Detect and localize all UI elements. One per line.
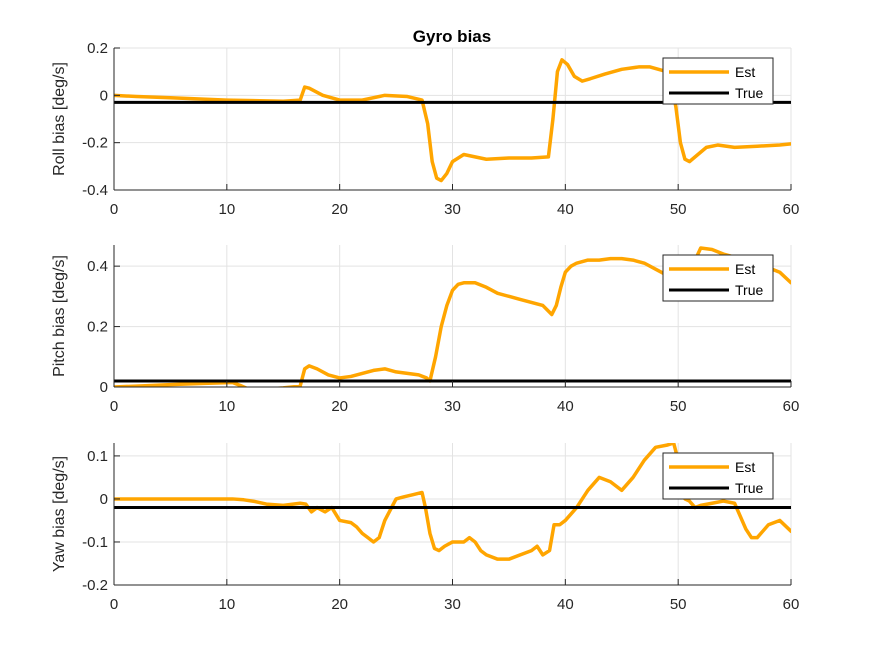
pitch-legend-box <box>662 254 774 302</box>
pitch-x-tick-label: 60 <box>783 398 800 415</box>
yaw-subplot: 0 10 20 30 40 50 60 -0.2 -0.1 0 0.1 Yaw bias [deg/s… <box>51 443 799 613</box>
roll-x-tick-label: 40 <box>557 201 574 218</box>
pitch-x-tick-label: 30 <box>444 398 461 415</box>
yaw-y-tick-label: -0.2 <box>82 577 108 594</box>
yaw-x-tick-label: 40 <box>557 596 574 613</box>
roll-series-est-line <box>114 58 791 183</box>
yaw-x-tick-label: 20 <box>331 596 348 613</box>
roll-x-tick-label: 60 <box>783 201 800 218</box>
roll-x-tick-label: 0 <box>110 201 118 218</box>
pitch-x-tick-label: 20 <box>331 398 348 415</box>
roll-legend: Est True <box>662 57 774 105</box>
yaw-legend-box <box>662 452 774 500</box>
pitch-subplot: 0 10 20 30 40 50 60 0 0.2 0.4 Pitch bias [deg/s] Es… <box>51 245 799 415</box>
yaw-legend: Est True <box>662 452 774 500</box>
pitch-x-tick-label: 40 <box>557 398 574 415</box>
yaw-x-tick-label: 30 <box>444 596 461 613</box>
pitch-y-tick-label: 0.4 <box>87 258 108 275</box>
pitch-legend: Est True <box>662 254 774 302</box>
roll-x-tick-label: 30 <box>444 201 461 218</box>
pitch-legend-label-est: Est <box>735 261 755 277</box>
roll-y-tick-label: -0.2 <box>82 135 108 152</box>
roll-y-tick-label: -0.4 <box>82 182 108 199</box>
figure-title: Gyro bias <box>413 27 491 46</box>
yaw-y-tick-label: 0.1 <box>87 448 108 465</box>
pitch-y-axis-label: Pitch bias [deg/s] <box>51 255 68 377</box>
yaw-y-axis-label: Yaw bias [deg/s] <box>51 456 68 572</box>
roll-y-axis-label: Roll bias [deg/s] <box>51 62 68 176</box>
yaw-x-tick-label: 50 <box>670 596 687 613</box>
roll-legend-label-true: True <box>735 85 763 101</box>
pitch-y-tick-label: 0.2 <box>87 319 108 336</box>
pitch-x-tick-label: 50 <box>670 398 687 415</box>
roll-y-tick-label: 0 <box>100 87 108 104</box>
roll-legend-box <box>662 57 774 105</box>
yaw-legend-label-true: True <box>735 480 763 496</box>
pitch-x-tick-label: 0 <box>110 398 118 415</box>
roll-x-tick-label: 10 <box>218 201 235 218</box>
pitch-x-tick-label: 10 <box>218 398 235 415</box>
yaw-x-tick-label: 60 <box>783 596 800 613</box>
yaw-y-tick-label: -0.1 <box>82 534 108 551</box>
yaw-x-tick-label: 0 <box>110 596 118 613</box>
pitch-legend-label-true: True <box>735 282 763 298</box>
roll-x-tick-label: 50 <box>670 201 687 218</box>
yaw-legend-label-est: Est <box>735 459 755 475</box>
pitch-y-tick-label: 0 <box>100 379 108 396</box>
yaw-y-tick-label: 0 <box>100 491 108 508</box>
roll-x-tick-label: 20 <box>331 201 348 218</box>
yaw-x-tick-label: 10 <box>218 596 235 613</box>
roll-subplot: 0 10 20 30 40 50 60 -0.4 -0.2 0 0.2 Roll bias [deg/… <box>51 40 799 218</box>
roll-y-tick-label: 0.2 <box>87 40 108 57</box>
roll-legend-label-est: Est <box>735 64 755 80</box>
